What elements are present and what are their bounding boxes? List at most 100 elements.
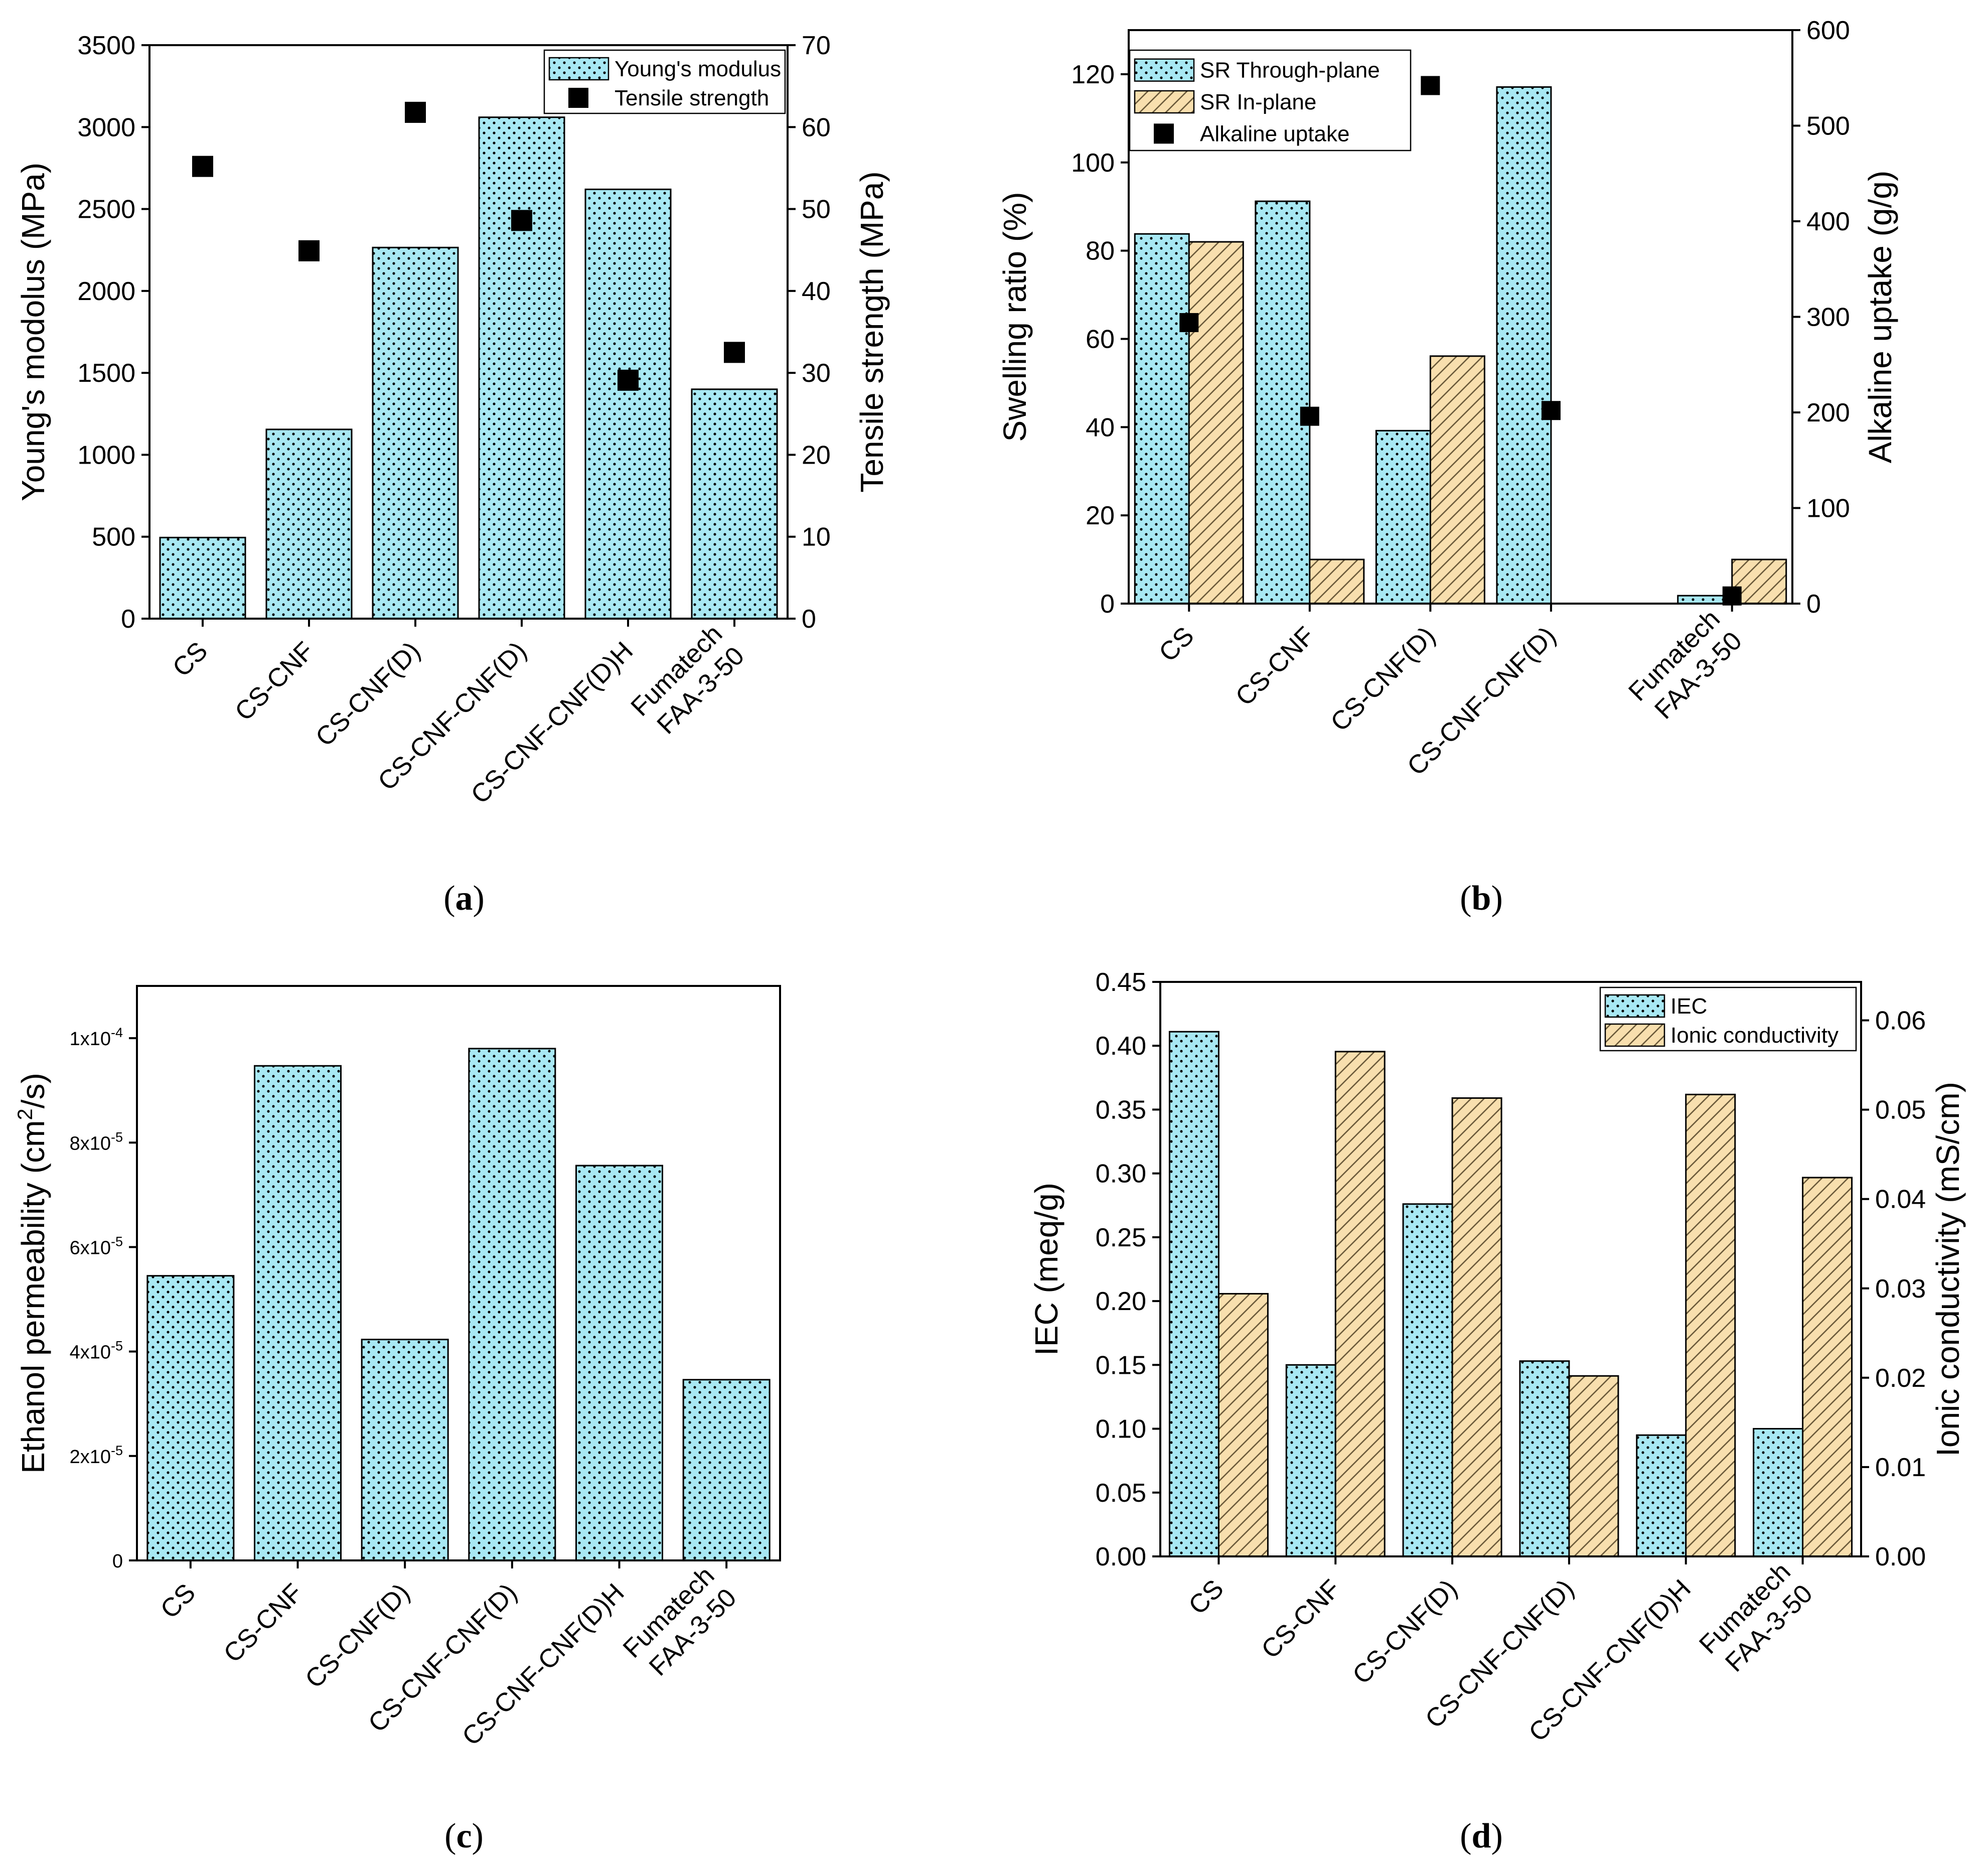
panel-caption-b: (b) [1460, 879, 1503, 918]
y2-tick-label-a: 60 [802, 113, 831, 142]
bar-iec [1285, 1364, 1336, 1557]
marker-tensile-strength [192, 156, 213, 177]
y-tick-label-a: 2500 [77, 195, 135, 224]
bar-ionic-conductivity [1217, 1292, 1269, 1557]
y2-tick-label-d: 0.01 [1875, 1453, 1926, 1482]
y2-tick-label-b: 300 [1806, 303, 1850, 332]
y-tick-label-d: 0.40 [1096, 1032, 1146, 1061]
y-tick-label-d: 0.30 [1096, 1160, 1146, 1189]
y2-tick-label-b: 500 [1806, 112, 1850, 141]
y-tick-label-b: 100 [1071, 149, 1115, 178]
bar-ethanol-permeability [682, 1379, 771, 1561]
y-tick-label-b: 80 [1086, 237, 1115, 266]
bar-ionic-conductivity [1451, 1097, 1502, 1557]
x-tick-label-c: CS-CNF [218, 1578, 309, 1668]
legend-label-d: Ionic conductivity [1670, 1023, 1839, 1048]
y-tick-label-d: 0.35 [1096, 1095, 1146, 1124]
marker-alkaline-uptake [1421, 76, 1440, 95]
y2-tick-label-d: 0.02 [1875, 1364, 1926, 1393]
legend-swatch-d [1604, 994, 1665, 1018]
bar-ionic-conductivity [1802, 1177, 1853, 1557]
marker-tensile-strength [405, 101, 426, 123]
y2-tick-label-d: 0.03 [1875, 1274, 1926, 1304]
plot-frame-c [136, 985, 781, 1561]
y2-tick-label-d: 0.05 [1875, 1096, 1926, 1125]
y2-tick-label-a: 20 [802, 441, 831, 470]
y-tick-label-b: 120 [1071, 60, 1115, 89]
y-tick-label-a: 1500 [77, 359, 135, 388]
bar-ionic-conductivity [1568, 1375, 1619, 1557]
x-tick-label-d: FumatechFAA-3-50 [1694, 1557, 1818, 1681]
y-tick-label-a: 2000 [77, 277, 135, 306]
bar-youngs-modulus [691, 388, 778, 620]
bar-ethanol-permeability [468, 1048, 556, 1561]
y-tick-label-c: 2x10-5 [70, 1443, 123, 1468]
bar-sr-through-plane [1496, 86, 1552, 605]
y-tick-label-a: 3500 [77, 31, 135, 60]
bar-sr-in-plane [1309, 558, 1365, 605]
marker-alkaline-uptake [1541, 401, 1561, 420]
y-tick-label-a: 500 [92, 523, 135, 552]
plot-frame-d [1159, 981, 1862, 1557]
bar-ethanol-permeability [254, 1065, 342, 1561]
bar-sr-in-plane [1429, 355, 1485, 605]
y-axis-title-b: Swelling ratio (%) [997, 192, 1033, 442]
y2-tick-label-a: 40 [802, 277, 831, 306]
legend-label-b: Alkaline uptake [1200, 121, 1349, 146]
bar-youngs-modulus [372, 246, 459, 620]
marker-tensile-strength [511, 210, 532, 231]
bar-ethanol-permeability [146, 1275, 235, 1561]
marker-alkaline-uptake [1722, 586, 1742, 606]
y-tick-label-a: 0 [121, 605, 135, 634]
y-tick-label-c: 4x10-5 [70, 1339, 123, 1363]
y-tick-label-c: 0 [112, 1551, 123, 1572]
marker-alkaline-uptake [1179, 313, 1199, 332]
y2-tick-label-a: 30 [802, 359, 831, 388]
y-tick-label-a: 1000 [77, 441, 135, 470]
y2-tick-label-a: 70 [802, 31, 831, 60]
legend-label-b: SR Through-plane [1200, 58, 1380, 83]
y-tick-label-d: 0.20 [1096, 1287, 1146, 1316]
legend-label-d: IEC [1670, 994, 1707, 1019]
bar-ethanol-permeability [575, 1165, 663, 1561]
y-tick-label-c: 6x10-5 [70, 1234, 123, 1258]
marker-tensile-strength [724, 342, 745, 363]
y2-tick-label-b: 400 [1806, 207, 1850, 236]
y2-tick-label-b: 100 [1806, 494, 1850, 523]
legend-swatch-a [548, 57, 609, 81]
legend-swatch-b [1154, 123, 1174, 144]
marker-tensile-strength [298, 240, 320, 261]
y-axis-title-c: Ethanol permeability (cm2/s) [13, 1073, 51, 1474]
bar-iec [1168, 1031, 1219, 1557]
y2-tick-label-b: 0 [1806, 590, 1821, 619]
x-tick-label-b: CS-CNF [1230, 621, 1320, 711]
x-tick-label-c: CS [155, 1578, 201, 1624]
bar-youngs-modulus [584, 188, 672, 620]
legend-swatch-a [568, 88, 588, 108]
y-tick-label-a: 3000 [77, 113, 135, 142]
x-tick-label-b: FumatechFAA-3-50 [1623, 604, 1747, 729]
bar-sr-through-plane [1255, 200, 1311, 605]
legend-label-a: Tensile strength [615, 86, 769, 110]
bar-ethanol-permeability [361, 1339, 449, 1561]
y2-tick-label-d: 0.00 [1875, 1542, 1926, 1571]
y2-axis-title-a: Tensile strength (MPa) [854, 171, 890, 492]
y-tick-label-b: 0 [1100, 590, 1115, 619]
x-tick-label-a: CS-CNF [229, 636, 320, 727]
x-tick-label-b: CS [1153, 621, 1199, 667]
bar-ionic-conductivity [1685, 1093, 1736, 1557]
y-tick-label-d: 0.00 [1096, 1542, 1146, 1571]
x-tick-label-a: CS [167, 636, 213, 682]
bar-iec [1402, 1203, 1453, 1557]
y2-axis-title-d: Ionic conductivity (mS/cm) [1930, 1082, 1966, 1457]
bar-youngs-modulus [478, 116, 565, 620]
x-tick-label-c: CS-CNF(D) [299, 1578, 415, 1694]
y-tick-label-d: 0.25 [1096, 1223, 1146, 1252]
x-tick-label-b: CS-CNF(D) [1325, 621, 1441, 737]
bar-iec [1636, 1434, 1687, 1557]
y-tick-label-d: 0.45 [1096, 968, 1146, 997]
legend-swatch-d [1604, 1023, 1665, 1047]
y-tick-label-d: 0.05 [1096, 1479, 1146, 1508]
y2-tick-label-a: 10 [802, 523, 831, 552]
